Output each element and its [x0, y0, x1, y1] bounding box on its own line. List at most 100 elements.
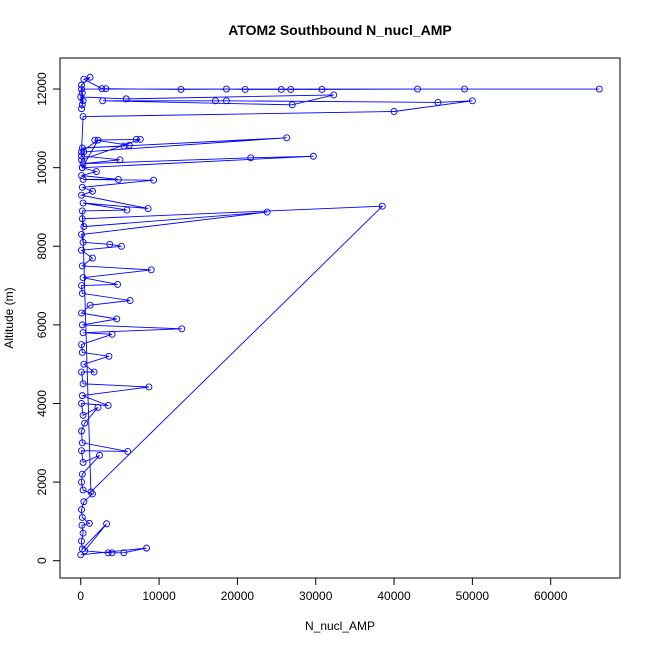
data-point — [78, 368, 85, 376]
data-point — [108, 330, 116, 338]
data-point — [378, 202, 386, 210]
data-point — [86, 301, 94, 309]
data-point — [283, 134, 291, 142]
data-point — [87, 488, 95, 496]
data-point — [78, 246, 85, 254]
data-point — [94, 403, 102, 411]
data-point — [247, 154, 255, 162]
data-point — [114, 176, 122, 183]
data-point — [461, 85, 468, 93]
data-point — [89, 187, 96, 195]
data-point — [78, 81, 85, 89]
data-point — [595, 85, 603, 93]
data-point — [120, 549, 128, 557]
data-point — [288, 101, 296, 109]
data-point — [287, 85, 295, 93]
data-point — [78, 164, 86, 172]
data-point — [78, 191, 85, 199]
data-point — [263, 208, 271, 216]
data-point — [79, 238, 87, 246]
data-point — [126, 297, 134, 304]
y-axis-label: Altitude (m) — [2, 287, 16, 348]
data-point — [79, 199, 87, 207]
data-point — [79, 113, 87, 121]
data-point — [222, 97, 230, 105]
data-point — [414, 85, 421, 93]
data-point — [78, 506, 85, 514]
data-point — [78, 231, 85, 238]
data-point — [78, 85, 85, 93]
data-point — [80, 360, 88, 368]
data-point — [122, 95, 130, 103]
data-point — [434, 98, 442, 106]
x-tick-label: 0 — [77, 589, 84, 603]
data-point — [145, 383, 153, 391]
data-point — [132, 135, 140, 143]
data-point — [99, 97, 107, 105]
data-point — [78, 439, 86, 447]
data-point — [78, 183, 86, 191]
data-point — [105, 352, 113, 360]
data-point — [241, 85, 249, 93]
y-tick-label: 2000 — [35, 468, 49, 495]
data-point — [78, 537, 85, 545]
data-point — [78, 427, 85, 435]
data-point — [104, 549, 112, 557]
data-point — [98, 85, 106, 93]
data-line — [79, 76, 600, 556]
data-point — [124, 447, 132, 455]
data-point — [78, 478, 85, 486]
data-point — [78, 172, 85, 179]
data-point — [102, 85, 110, 93]
data-point — [78, 514, 86, 521]
x-axis-label: N_nucl_AMP — [305, 619, 375, 633]
data-point — [78, 447, 85, 455]
data-point — [78, 148, 85, 156]
data-point — [143, 544, 150, 552]
data-point — [79, 380, 87, 388]
data-point — [78, 152, 85, 160]
data-point — [78, 289, 86, 297]
data-point — [147, 266, 155, 274]
data-point — [78, 144, 86, 152]
data-point — [177, 85, 185, 93]
data-point — [78, 89, 86, 97]
data-point — [103, 520, 111, 528]
data-point — [79, 97, 87, 105]
data-point — [212, 97, 219, 105]
data-point — [78, 470, 86, 478]
data-point — [79, 176, 87, 183]
data-point — [318, 85, 326, 93]
x-tick-label: 40000 — [377, 589, 411, 603]
data-point — [90, 368, 98, 376]
data-point — [108, 549, 116, 557]
data-point — [468, 97, 476, 105]
data-point — [80, 75, 88, 83]
data-point — [222, 85, 230, 93]
y-tick-label: 4000 — [35, 390, 49, 417]
data-point — [78, 309, 85, 317]
y-tick-label: 6000 — [35, 311, 49, 338]
data-point — [104, 402, 112, 409]
data-point — [80, 148, 88, 156]
data-point — [150, 176, 158, 184]
data-point — [178, 325, 186, 333]
data-point — [91, 136, 99, 144]
plot-frame — [59, 57, 621, 579]
data-point — [81, 547, 89, 555]
data-point — [116, 156, 124, 164]
data-point — [390, 108, 398, 115]
data-point — [79, 486, 87, 494]
x-tick-label: 10000 — [142, 589, 176, 603]
data-point — [136, 135, 144, 143]
data-point — [113, 315, 121, 323]
data-point — [79, 160, 87, 168]
x-tick-label: 50000 — [456, 589, 490, 603]
data-point — [78, 282, 85, 290]
data-point — [78, 262, 86, 270]
data-point — [78, 321, 86, 329]
chart-title: ATOM2 Southbound N_nucl_AMP — [228, 22, 451, 38]
data-point — [80, 498, 88, 506]
